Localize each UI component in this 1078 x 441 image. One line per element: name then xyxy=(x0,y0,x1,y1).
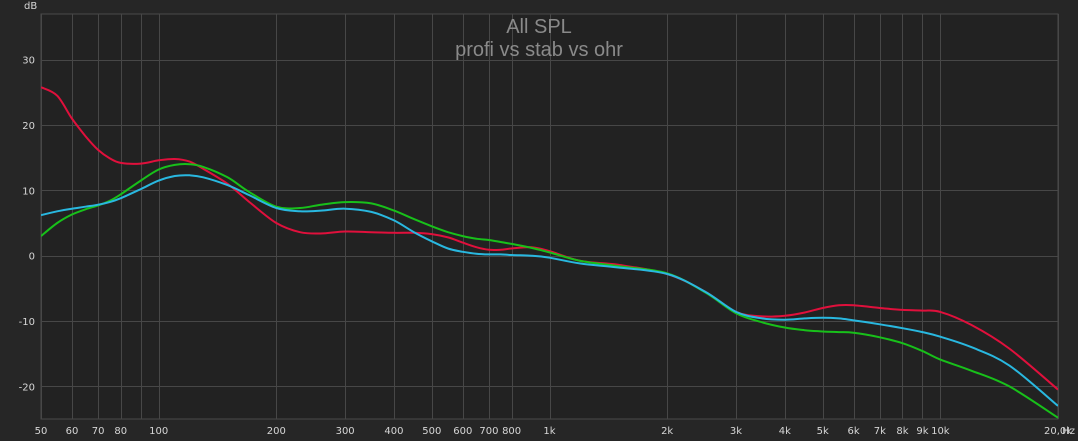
series-lines xyxy=(41,86,1058,419)
x-tick-label: 1k xyxy=(543,426,555,437)
x-tick-label: 60 xyxy=(66,426,79,437)
x-tick-label: 50 xyxy=(35,426,48,437)
plot-area xyxy=(40,13,1059,420)
series-line-2 xyxy=(41,163,1058,419)
x-tick-label: 600 xyxy=(453,426,472,437)
x-tick-label: 7k xyxy=(874,426,886,437)
x-tick-label: 4k xyxy=(779,426,791,437)
x-tick-label: 2k xyxy=(661,426,673,437)
tick-labels: 50 60 70 80 100 200 300 400 500 600 700 800 1k 2k 3k 4k… xyxy=(19,56,1073,437)
x-tick-label: 20,0k xyxy=(1044,426,1072,437)
y-tick-label: -20 xyxy=(19,382,35,393)
x-tick-label: 100 xyxy=(149,426,168,437)
x-tick-label: 500 xyxy=(422,426,441,437)
x-tick-label: 800 xyxy=(502,426,521,437)
y-tick-label: 0 xyxy=(29,252,35,263)
x-tick-label: 200 xyxy=(267,426,286,437)
x-tick-label: 5k xyxy=(817,426,829,437)
series-line-3 xyxy=(41,174,1058,407)
x-tick-label: 8k xyxy=(896,426,908,437)
series-line-1 xyxy=(41,86,1058,391)
x-tick-label: 70 xyxy=(92,426,105,437)
y-axis-label: dB xyxy=(24,1,37,12)
x-tick-label: 3k xyxy=(730,426,742,437)
x-tick-label: 6k xyxy=(848,426,860,437)
y-tick-label: 10 xyxy=(22,186,35,197)
y-tick-label: 20 xyxy=(22,121,35,132)
y-tick-label: -10 xyxy=(19,317,35,328)
chart-title: All SPL xyxy=(506,16,572,38)
x-tick-label: 400 xyxy=(384,426,403,437)
x-tick-label: 9k xyxy=(916,426,928,437)
y-tick-label: 30 xyxy=(22,56,35,67)
x-tick-label: 80 xyxy=(114,426,127,437)
x-axis-unit: Hz xyxy=(1062,426,1075,437)
x-tick-label: 300 xyxy=(336,426,355,437)
x-tick-label: 700 xyxy=(479,426,498,437)
grid xyxy=(40,13,1059,420)
chart-subtitle: profi vs stab vs ohr xyxy=(455,39,623,61)
x-tick-label: 10k xyxy=(931,426,950,437)
